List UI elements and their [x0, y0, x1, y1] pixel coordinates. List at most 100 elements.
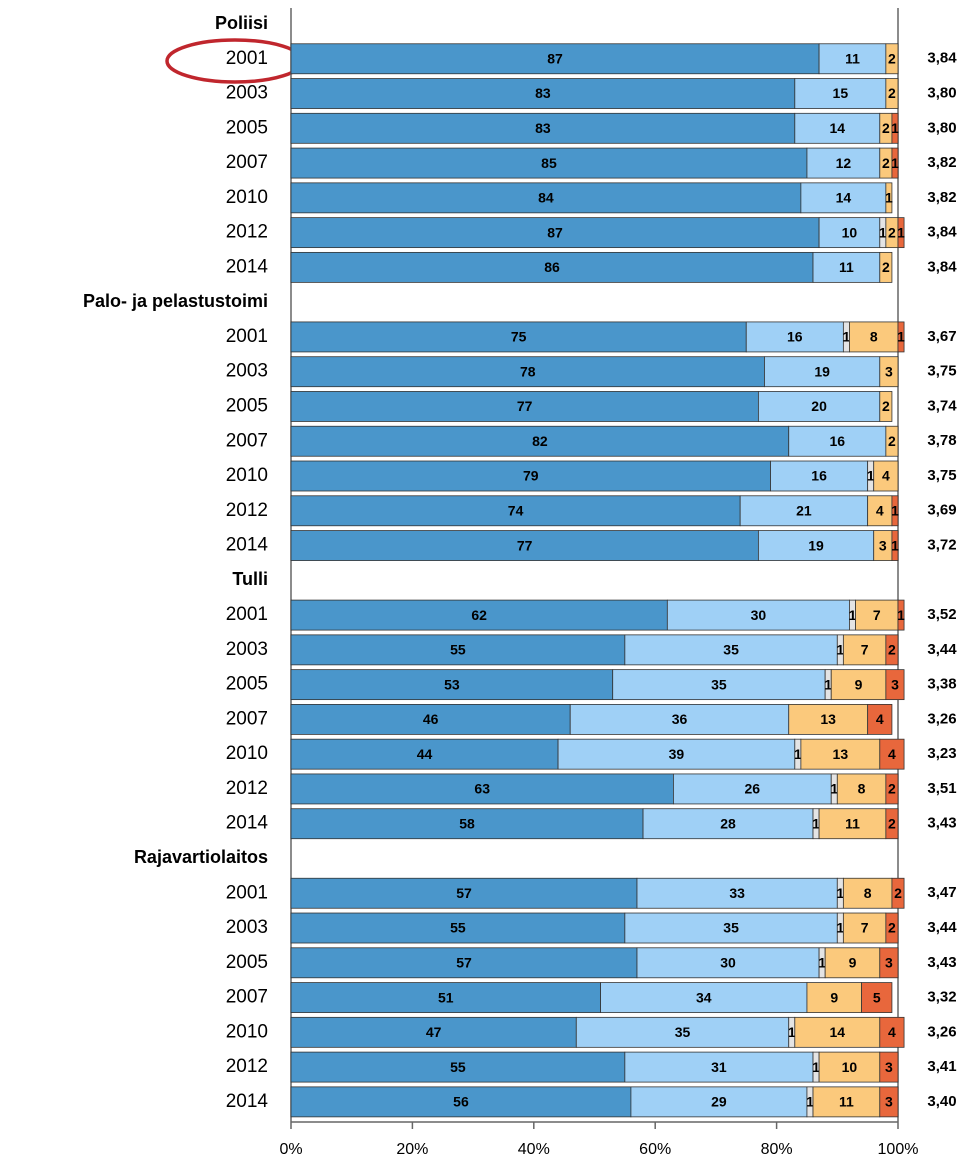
bar-segment — [290, 391, 759, 422]
bar-value-label: 1 — [812, 815, 820, 831]
bar-segment — [885, 78, 899, 109]
bar-value-label: 13 — [833, 746, 849, 762]
bar-value-label: 4 — [888, 1024, 896, 1040]
mean-label: 3,40 — [927, 1093, 956, 1110]
bar-value-label: 1 — [824, 676, 832, 692]
bar-segment — [745, 321, 844, 353]
bar-segment — [290, 530, 759, 561]
bar-value-label: 12 — [836, 155, 852, 171]
bar-segment — [575, 1016, 790, 1048]
x-tick-label: 60% — [639, 1141, 671, 1158]
bar-value-label: 47 — [426, 1024, 442, 1040]
bar-segment — [290, 912, 626, 944]
bar-value-label: 15 — [833, 85, 849, 101]
bar-value-label: 11 — [845, 50, 860, 66]
bar-value-label: 86 — [544, 259, 560, 275]
year-label: 2007 — [226, 152, 268, 173]
bar-value-label: 16 — [811, 468, 827, 484]
mean-label: 3,51 — [927, 780, 956, 797]
bar-segment — [636, 947, 820, 979]
mean-label: 3,78 — [927, 432, 956, 449]
bar-segment — [673, 773, 832, 805]
bar-segment — [794, 78, 887, 109]
bar-segment — [290, 738, 559, 770]
bar-value-label: 1 — [891, 502, 899, 518]
mean-label: 3,44 — [927, 641, 957, 658]
year-label: 2014 — [226, 1091, 269, 1112]
bar-value-label: 75 — [511, 329, 527, 345]
mean-label: 3,43 — [927, 954, 956, 971]
mean-label: 3,23 — [927, 745, 956, 762]
year-label: 2003 — [226, 83, 268, 104]
bar-value-label: 44 — [417, 746, 433, 762]
bar-value-label: 55 — [450, 1059, 466, 1075]
bar-value-label: 1 — [885, 190, 893, 206]
bar-value-label: 8 — [870, 329, 878, 345]
bar-value-label: 83 — [535, 120, 551, 136]
bar-value-label: 82 — [532, 433, 548, 449]
bar-segment — [290, 356, 765, 388]
year-label: 2014 — [226, 535, 269, 556]
mean-label: 3,44 — [927, 919, 957, 936]
bar-value-label: 1 — [897, 329, 905, 345]
bar-segment — [885, 425, 899, 457]
mean-label: 3,26 — [927, 1023, 956, 1040]
bar-value-label: 1 — [891, 537, 899, 553]
x-tick-label: 40% — [518, 1141, 550, 1158]
bar-segment — [824, 947, 881, 979]
bar-segment — [739, 495, 869, 527]
bar-value-label: 9 — [849, 954, 857, 970]
bar-segment — [290, 669, 614, 701]
bar-segment — [891, 147, 899, 179]
bar-value-label: 1 — [849, 607, 857, 623]
bar-value-label: 57 — [456, 954, 472, 970]
bar-segment — [891, 495, 899, 527]
bar-segment — [897, 321, 905, 353]
bar-value-label: 79 — [523, 468, 539, 484]
bar-segment — [290, 634, 626, 666]
mean-label: 3,82 — [927, 189, 956, 206]
bar-segment — [812, 1086, 881, 1118]
bar-segment — [290, 495, 741, 527]
bar-segment — [879, 251, 893, 283]
bar-segment — [861, 982, 893, 1013]
bar-value-label: 3 — [885, 1059, 893, 1075]
bar-segment — [879, 947, 899, 979]
bar-segment — [812, 251, 881, 283]
bar-segment — [290, 877, 638, 909]
bar-value-label: 1 — [812, 1059, 820, 1075]
bar-value-label: 2 — [882, 259, 890, 275]
group-label: Palo- ja pelastustoimi — [83, 291, 268, 311]
bar-segment — [630, 1086, 808, 1118]
year-label: 2010 — [226, 187, 268, 208]
x-tick-label: 20% — [396, 1141, 428, 1158]
bar-segment — [624, 912, 838, 944]
bar-value-label: 35 — [711, 676, 727, 692]
bar-segment — [879, 391, 893, 422]
bar-value-label: 4 — [876, 711, 884, 727]
mean-label: 3,75 — [927, 467, 956, 484]
bar-value-label: 9 — [855, 676, 863, 692]
bar-value-label: 77 — [517, 537, 533, 553]
bar-value-label: 2 — [888, 433, 896, 449]
bar-value-label: 20 — [811, 398, 827, 414]
bar-segment — [788, 704, 869, 735]
bar-value-label: 2 — [882, 120, 890, 136]
bar-value-label: 10 — [842, 224, 858, 240]
bar-value-label: 19 — [814, 363, 830, 379]
mean-label: 3,82 — [927, 154, 956, 171]
bar-value-label: 3 — [885, 954, 893, 970]
bar-value-label: 2 — [888, 815, 896, 831]
year-label: 2007 — [226, 987, 268, 1008]
bar-segment — [290, 78, 796, 109]
year-label: 2005 — [226, 395, 268, 416]
bar-value-label: 87 — [547, 50, 563, 66]
bar-segment — [885, 182, 893, 214]
bar-segment — [764, 356, 881, 388]
bar-value-label: 53 — [444, 676, 460, 692]
bar-value-label: 63 — [474, 781, 490, 797]
bar-segment — [290, 982, 601, 1013]
mean-label: 3,72 — [927, 537, 956, 554]
group-label: Rajavartiolaitos — [134, 847, 268, 867]
